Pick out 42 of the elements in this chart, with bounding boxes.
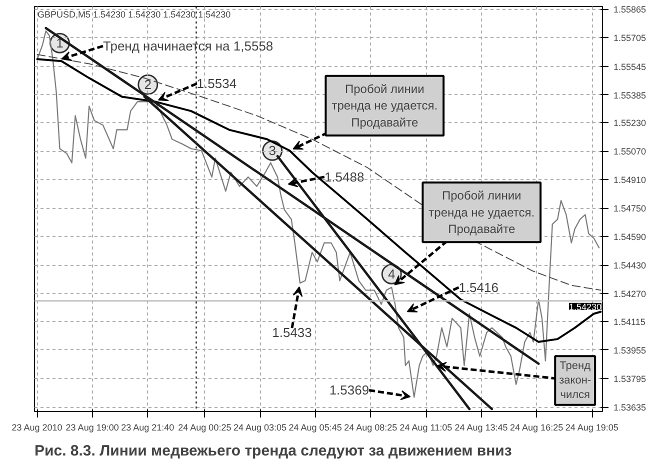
annotation: Пробой линии тренда не удается. Продавайте <box>332 82 438 130</box>
text: Рис. 8.3. Линии медвежьего тренда следуют за движением вниз <box>34 442 512 460</box>
y-tick-label: 1.54750 <box>614 204 646 214</box>
annotation: 2 <box>144 77 152 92</box>
y-tick-label: 1.53635 <box>614 402 646 413</box>
y-tick-label: 1.55545 <box>614 62 646 72</box>
y-tick-label: 1.54430 <box>614 260 646 271</box>
annotation: 1 <box>56 36 64 51</box>
annotation: GBPUSD,M5 1.54230 1.54230 1.54230 1.54230 <box>38 10 231 20</box>
y-tick-label: 1.55705 <box>614 33 646 44</box>
annotation: 3 <box>268 143 276 158</box>
y-tick-label: 1.54910 <box>614 175 646 186</box>
x-tick-label: 23 Aug 21:40 <box>121 422 174 432</box>
annotation: Тренд закон- чился <box>559 360 592 401</box>
ref-line-label: 1.54230 <box>568 302 602 312</box>
x-tick-label: 23 Aug 2010 <box>12 422 62 432</box>
annotation: Пробой линии тренда не удается. Продавайте <box>428 188 535 236</box>
annotation: 1.5369 <box>329 382 370 398</box>
x-tick-label: 24 Aug 03:05 <box>233 422 287 432</box>
x-tick-label: 23 Aug 19:00 <box>66 422 119 432</box>
x-tick-label: 24 Aug 11:05 <box>400 422 452 432</box>
annotation: 1.5433 <box>272 325 312 340</box>
x-tick-label: 24 Aug 16:25 <box>510 422 564 432</box>
y-tick-label: 1.54270 <box>614 289 646 300</box>
annotation: 1.5534 <box>196 76 237 92</box>
x-tick-label: 24 Aug 00:25 <box>178 422 232 432</box>
y-tick-label: 1.54115 <box>614 316 646 327</box>
x-tick-label: 24 Aug 08:25 <box>344 422 398 432</box>
y-tick-label: 1.55070 <box>614 146 646 157</box>
y-tick-label: 1.55385 <box>614 90 646 100</box>
y-tick-label: 1.55230 <box>614 118 646 128</box>
x-tick-label: 24 Aug 19:05 <box>565 422 618 432</box>
y-tick-label: 1.54590 <box>614 232 646 242</box>
x-tick-label: 24 Aug 13:45 <box>454 422 508 432</box>
annotation: Тренд начинается на 1,5558 <box>103 38 274 54</box>
annotation: 4 <box>388 266 396 282</box>
annotation: 1.5416 <box>458 280 498 295</box>
y-tick-label: 1.53795 <box>614 374 646 384</box>
annotation: 1.5488 <box>324 169 364 184</box>
y-tick-label: 1.53955 <box>614 345 646 356</box>
x-tick-label: 24 Aug 05:45 <box>288 422 342 432</box>
y-tick-label: 1.55865 <box>614 4 646 15</box>
